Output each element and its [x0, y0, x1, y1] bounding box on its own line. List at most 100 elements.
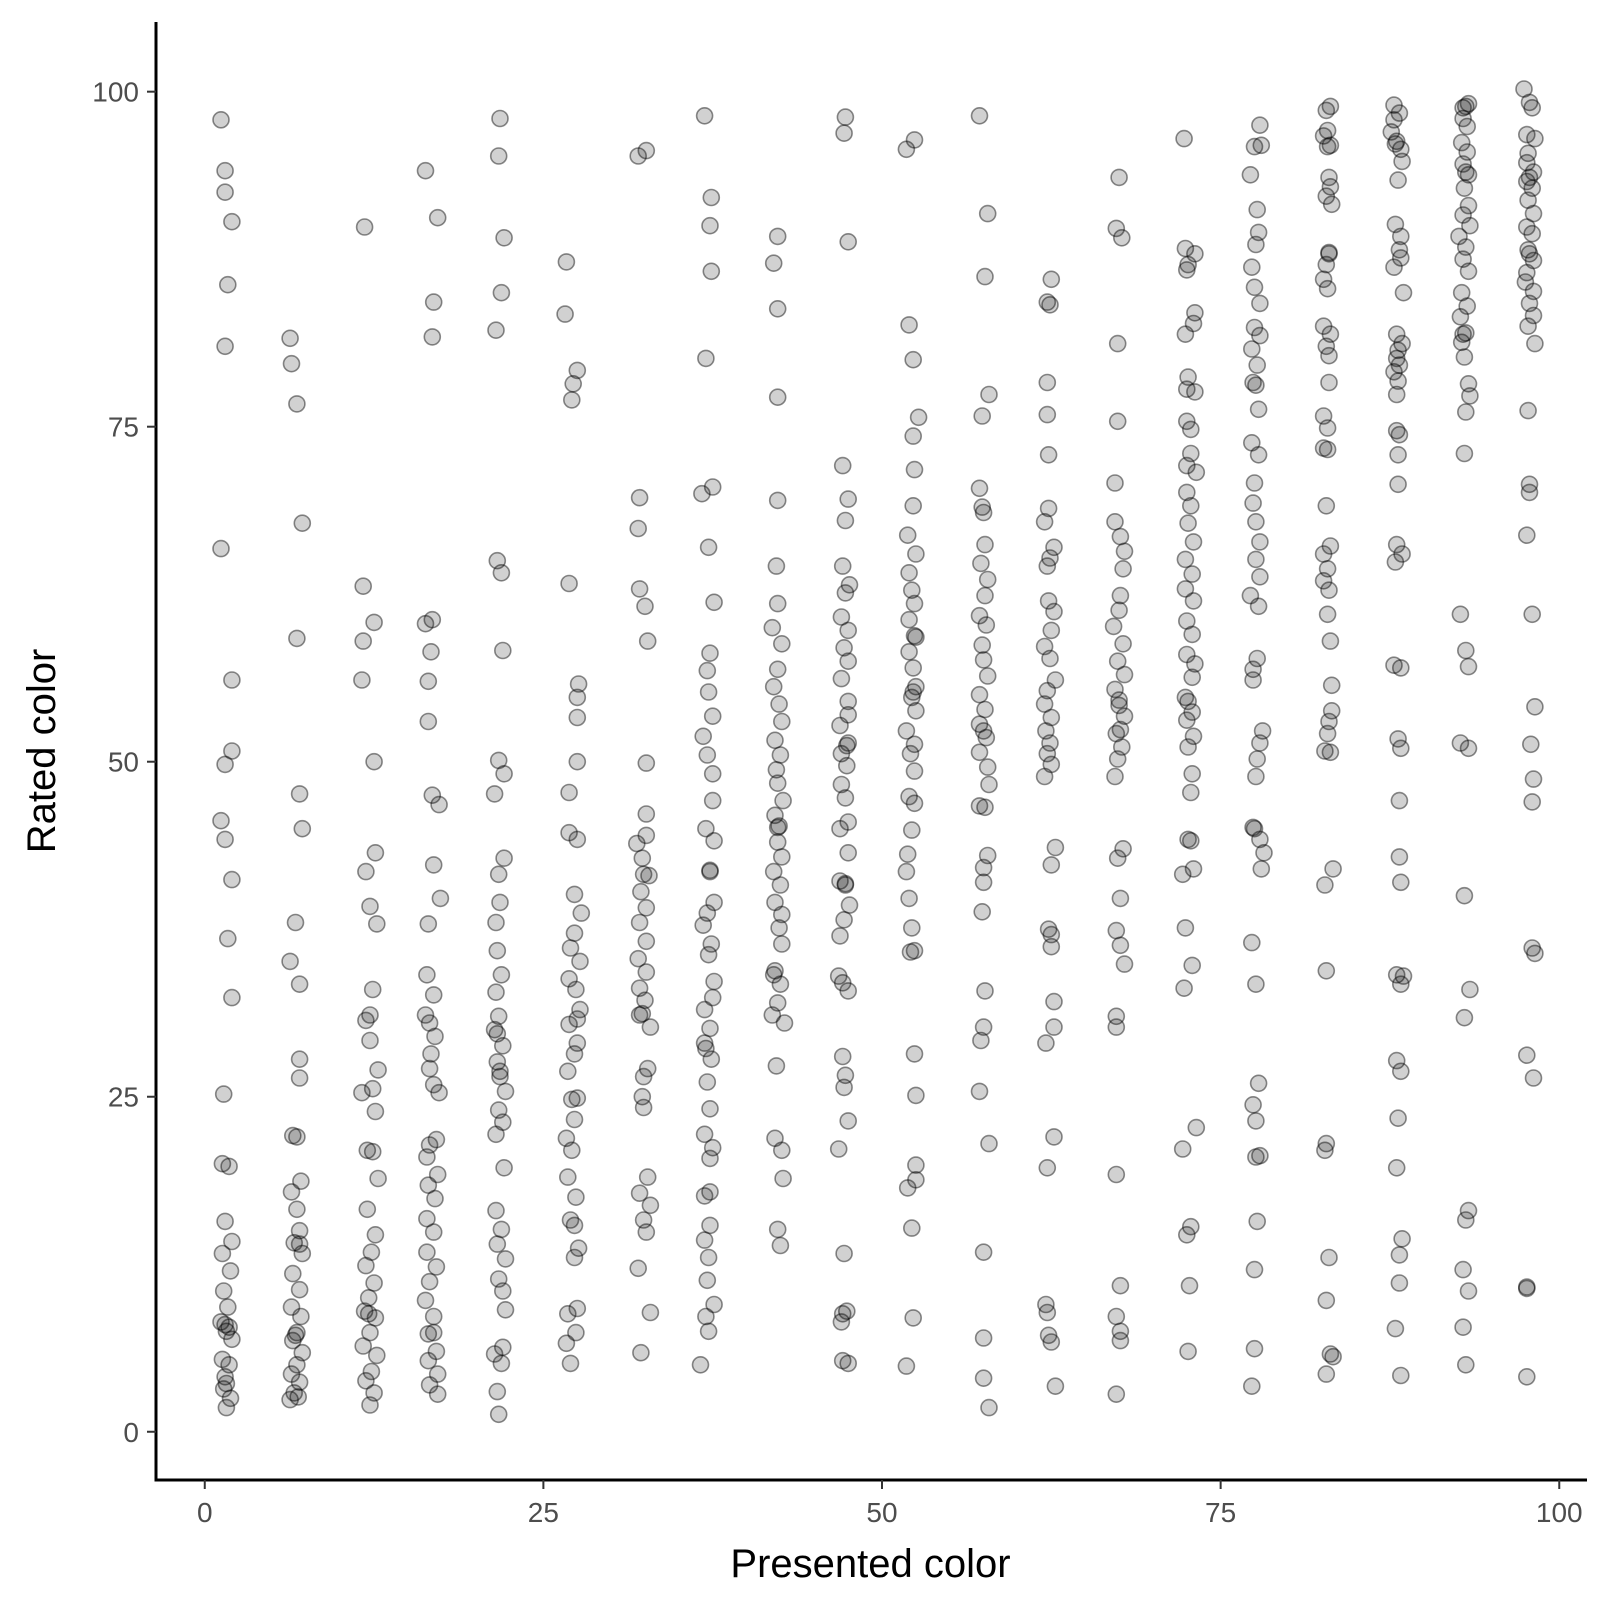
data-point	[292, 1172, 310, 1190]
data-point	[977, 616, 996, 634]
data-point	[568, 708, 587, 727]
x-tick-label: 100	[1536, 1497, 1583, 1528]
data-point	[1518, 153, 1536, 172]
data-point	[1243, 1377, 1261, 1395]
data-point	[973, 636, 992, 654]
data-point	[1317, 1291, 1336, 1310]
data-point	[772, 848, 791, 866]
data-point	[1520, 168, 1539, 187]
data-point	[904, 683, 923, 701]
data-point	[1041, 295, 1059, 314]
data-point	[1253, 722, 1272, 740]
data-point	[837, 756, 856, 775]
data-point	[1108, 750, 1127, 768]
data-point	[416, 1291, 435, 1310]
data-point	[1518, 1368, 1536, 1386]
data-point	[1321, 97, 1340, 116]
data-point	[290, 1050, 309, 1068]
data-point	[418, 1243, 436, 1261]
y-tick-label: 100	[92, 77, 139, 108]
data-point	[703, 791, 722, 810]
data-point	[354, 577, 373, 596]
data-point	[489, 865, 508, 884]
data-point	[562, 391, 581, 409]
data-point	[832, 744, 851, 763]
data-point	[767, 557, 786, 575]
data-point	[568, 830, 587, 849]
data-point	[705, 831, 723, 850]
data-point	[907, 545, 925, 563]
data-point	[366, 1226, 385, 1244]
data-point	[637, 1223, 656, 1241]
data-point	[1520, 294, 1539, 313]
data-point	[1451, 307, 1470, 326]
data-point	[1385, 362, 1403, 381]
data-point	[1518, 526, 1536, 545]
data-point	[213, 1350, 232, 1369]
data-point	[832, 608, 851, 626]
data-point	[558, 1168, 577, 1186]
data-point	[638, 1168, 657, 1186]
data-point	[1108, 412, 1127, 431]
data-point	[1041, 549, 1059, 567]
data-point	[1519, 401, 1537, 420]
data-point	[286, 1326, 305, 1345]
data-point	[1389, 730, 1407, 748]
data-point	[1459, 166, 1478, 184]
data-point	[701, 1019, 719, 1038]
data-point	[1321, 632, 1340, 650]
data-point	[970, 107, 989, 125]
data-point	[832, 775, 851, 794]
data-point	[365, 1384, 383, 1402]
data-point	[1249, 1074, 1268, 1093]
data-point	[1321, 136, 1340, 155]
data-point	[1182, 496, 1200, 515]
data-point	[492, 965, 511, 984]
data-point	[905, 1045, 924, 1063]
data-point	[1042, 856, 1061, 874]
data-point	[1175, 129, 1193, 148]
data-point	[1111, 527, 1130, 546]
data-point	[293, 1244, 312, 1263]
data-point	[428, 1365, 447, 1383]
data-point	[568, 1010, 587, 1028]
data-point	[1045, 992, 1063, 1011]
data-point	[416, 161, 435, 180]
data-point	[488, 1025, 507, 1043]
data-point	[1518, 1046, 1536, 1064]
data-point	[638, 1059, 657, 1078]
data-point	[1314, 545, 1333, 563]
data-point	[907, 1086, 925, 1105]
data-point	[1389, 445, 1407, 464]
data-point	[1387, 132, 1406, 151]
data-point	[900, 563, 918, 582]
data-point	[1459, 1282, 1478, 1300]
data-point	[430, 795, 448, 814]
data-point	[489, 1405, 508, 1424]
data-point	[905, 460, 924, 479]
data-point	[367, 915, 386, 933]
data-point	[363, 1142, 382, 1161]
data-point	[1178, 1226, 1196, 1244]
data-point	[367, 1346, 386, 1365]
data-point	[1037, 722, 1055, 740]
data-point	[223, 988, 241, 1007]
data-point	[832, 1313, 851, 1331]
data-point	[567, 1323, 585, 1342]
data-point	[839, 1112, 858, 1130]
data-point	[970, 1082, 989, 1101]
data-point	[492, 283, 511, 302]
data-point	[897, 862, 916, 881]
data-point	[1320, 1248, 1338, 1267]
data-point	[774, 791, 792, 810]
data-point	[1455, 179, 1474, 197]
data-point	[565, 1216, 584, 1235]
y-tick-label: 0	[123, 1417, 139, 1448]
data-point	[285, 1384, 304, 1402]
data-point	[699, 683, 718, 701]
data-point	[904, 1309, 923, 1327]
data-point	[1111, 1322, 1130, 1341]
data-point	[223, 1232, 241, 1251]
x-axis-ticks: 0 25 50 75 100	[197, 1480, 1583, 1528]
data-point	[1454, 325, 1472, 344]
